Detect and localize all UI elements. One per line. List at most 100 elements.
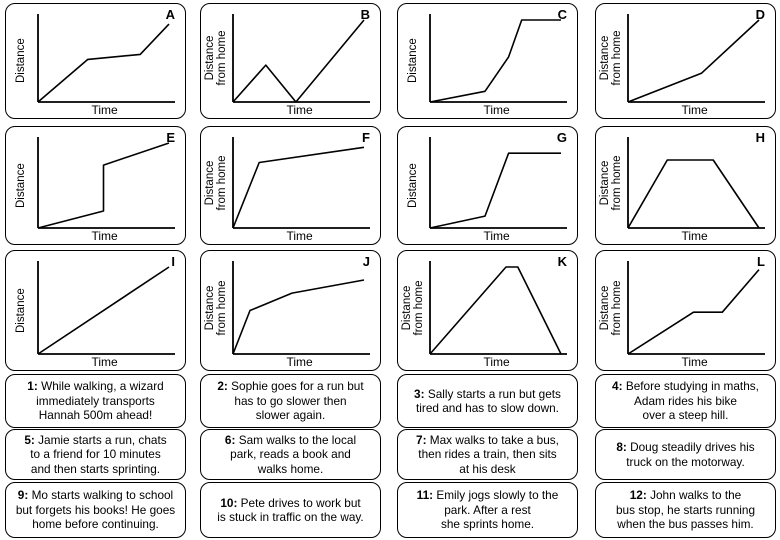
graph-plot — [37, 261, 175, 355]
description-line: 12: John walks to the — [616, 488, 755, 503]
description-number: 6: — [224, 432, 236, 447]
graph-letter: A — [165, 7, 175, 22]
description-line-text: at his desk — [459, 461, 516, 476]
y-axis-label: Distance from home — [599, 30, 623, 86]
description-line-text: Pete drives to work but — [240, 495, 361, 510]
description-line: truck on the motorway. — [616, 455, 754, 470]
description-line-text: Emily jogs slowly to the — [436, 488, 559, 503]
description-text: 6: Sam walks to the local park, reads a b… — [225, 433, 356, 477]
graph-line-e — [37, 142, 170, 229]
description-line-text: walks home. — [257, 461, 324, 476]
description-line: 2: Sophie goes for a run but — [217, 379, 363, 394]
description-line-text: While walking, a wizard — [41, 379, 164, 394]
graph-card-c: C Time Distance — [397, 3, 578, 119]
description-text: 2: Sophie goes for a run but has to go sl… — [217, 379, 363, 423]
description-line: she sprints home. — [417, 517, 559, 532]
x-axis-label: Time — [286, 103, 313, 117]
graph-plot — [627, 14, 765, 103]
graph-card-l: L Time Distance from home — [595, 250, 776, 371]
description-line: 10: Pete drives to work but — [217, 496, 363, 511]
graph-plot — [627, 137, 765, 229]
graph-plot — [232, 137, 370, 229]
description-line: 5: Jamie starts a run, chats — [24, 433, 166, 448]
description-number: 10: — [220, 495, 238, 510]
description-line-text: Before studying in maths, — [625, 379, 759, 394]
description-line-text: over a steep hill. — [642, 408, 729, 423]
x-axis-label: Time — [286, 229, 313, 243]
description-line: immediately transports — [27, 394, 163, 409]
description-card-10: 10: Pete drives to work but is stuck in t… — [200, 482, 381, 538]
graph-plot — [429, 14, 567, 103]
graph-card-a: A Time Distance — [5, 3, 186, 119]
description-line-text: Sophie goes for a run but — [231, 379, 364, 394]
y-axis-label: Distance from home — [204, 155, 228, 210]
description-line: 4: Before studying in maths, — [612, 379, 759, 394]
description-card-3: 3: Sally starts a run but gets tired and … — [397, 374, 578, 428]
graph-letter: E — [166, 130, 175, 145]
graph-line-c — [429, 19, 561, 103]
description-line-text: she sprints home. — [440, 517, 535, 532]
description-line-text: Sally starts a run but gets — [427, 386, 561, 401]
graph-letter: C — [557, 7, 567, 22]
description-line-text: Max walks to take a bus, — [429, 432, 559, 447]
graph-card-g: G Time Distance — [397, 126, 578, 245]
description-line-text: park, reads a book and — [230, 447, 351, 462]
description-text: 5: Jamie starts a run, chats to a friend … — [24, 433, 166, 477]
description-line-text: Adam rides his bike — [634, 393, 737, 408]
graph-letter: D — [755, 7, 765, 22]
y-axis-label: Distance from home — [401, 280, 425, 335]
graph-card-k: K Time Distance from home — [397, 250, 578, 371]
description-number: 11: — [416, 488, 434, 503]
graph-line-j — [232, 279, 365, 355]
description-line-text: to a friend for 10 minutes — [30, 447, 161, 462]
description-number: 2: — [217, 379, 228, 394]
y-axis-label: Distance — [15, 38, 27, 83]
description-text: 4: Before studying in maths, Adam rides h… — [612, 379, 759, 423]
description-line-text: Sam walks to the local — [238, 432, 357, 447]
description-card-11: 11: Emily jogs slowly to the park. After … — [397, 482, 578, 538]
graph-letter: L — [757, 254, 765, 269]
y-axis-label: Distance from home — [599, 155, 623, 210]
description-card-6: 6: Sam walks to the local park, reads a b… — [200, 429, 381, 480]
y-axis-label: Distance — [15, 162, 27, 208]
y-axis-label: Distance from home — [599, 280, 623, 335]
y-axis-label: Distance — [15, 287, 27, 333]
description-line-text: but forgets his books! He goes — [15, 502, 176, 517]
y-axis-label: Distance — [407, 162, 419, 208]
description-number: 8: — [616, 440, 627, 454]
x-axis-label: Time — [483, 229, 510, 243]
description-line: is stuck in traffic on the way. — [217, 510, 363, 525]
y-axis-label: Distance from home — [204, 30, 228, 86]
description-line-text: immediately transports — [36, 393, 155, 408]
description-card-2: 2: Sophie goes for a run but has to go sl… — [200, 374, 381, 428]
description-text: 8: Doug steadily drives his truck on the … — [616, 440, 754, 469]
description-line-text: park. After a rest — [444, 502, 531, 517]
description-line-text: bus stop, he starts running — [615, 502, 756, 517]
description-card-4: 4: Before studying in maths, Adam rides h… — [595, 374, 776, 428]
y-axis-label: Distance — [407, 38, 419, 83]
description-line: 1: While walking, a wizard — [27, 379, 163, 394]
description-line-text: and then starts sprinting. — [30, 461, 161, 476]
description-line-text: Doug steadily drives his — [630, 440, 755, 454]
graph-card-h: H Time Distance from home — [595, 126, 776, 245]
x-axis-label: Time — [483, 355, 510, 369]
description-text: 11: Emily jogs slowly to the park. After … — [417, 488, 559, 532]
x-axis-label: Time — [286, 355, 313, 369]
description-number: 3: — [414, 386, 425, 401]
description-line: has to go slower then — [217, 394, 363, 409]
graph-plot — [37, 14, 175, 103]
description-card-9: 9: Mo starts walking to school but forget… — [5, 482, 186, 538]
description-line: 9: Mo starts walking to school — [16, 488, 175, 503]
graph-plot — [232, 261, 370, 355]
description-line: home before continuing. — [16, 517, 175, 532]
graph-line-h — [627, 159, 760, 229]
description-line: Hannah 500m ahead! — [27, 408, 163, 423]
description-text: 10: Pete drives to work but is stuck in t… — [217, 496, 363, 525]
graph-card-e: E Time Distance — [5, 126, 186, 245]
graph-line-l — [627, 269, 760, 355]
description-card-12: 12: John walks to the bus stop, he starts… — [595, 482, 776, 538]
x-axis-label: Time — [91, 229, 118, 243]
graph-letter: G — [556, 130, 567, 145]
x-axis-label: Time — [681, 103, 708, 117]
graph-letter: H — [755, 130, 765, 145]
